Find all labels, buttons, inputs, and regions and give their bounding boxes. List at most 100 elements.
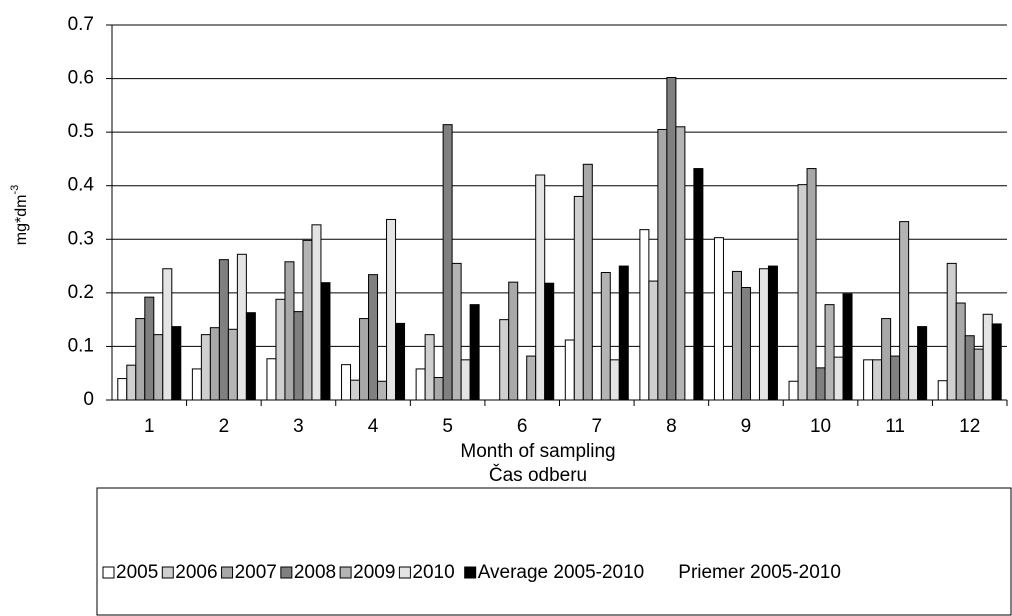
legend-label: 2009 (353, 562, 395, 583)
bar (368, 274, 379, 401)
bar (758, 268, 769, 401)
bar (350, 379, 361, 401)
bar (395, 322, 406, 401)
legend-label: Average 2005-2010 (478, 562, 645, 583)
bar (302, 239, 313, 401)
legend-swatch (464, 566, 477, 579)
bar (171, 326, 182, 401)
bar (236, 253, 247, 401)
bar (266, 358, 277, 401)
bar (600, 272, 611, 401)
bar (824, 304, 835, 401)
bar (973, 348, 984, 401)
y-tick-label: 0.3 (68, 228, 94, 249)
bar (320, 282, 331, 401)
bar (341, 364, 352, 401)
bar (126, 364, 137, 401)
legend-note: Priemer 2005-2010 (678, 562, 841, 583)
bar (955, 302, 966, 401)
bar (713, 237, 724, 401)
x-tick-label: 9 (741, 416, 752, 437)
bar (424, 334, 435, 401)
y-axis-title-sup: -3 (9, 185, 21, 195)
y-tick-label: 0.7 (68, 14, 94, 35)
y-axis-title-main: mg*dm (13, 195, 30, 246)
bar (573, 195, 584, 401)
y-tick-label: 0 (83, 389, 94, 410)
y-tick-label: 0.4 (68, 175, 95, 196)
bar (469, 304, 480, 401)
x-axis-title: Čas odberu (489, 464, 587, 486)
legend-label: 2006 (175, 562, 217, 583)
bar (582, 163, 593, 401)
bar (890, 355, 901, 401)
bar (657, 128, 668, 401)
legend-swatch (398, 566, 411, 579)
x-tick-label: 6 (517, 416, 528, 437)
x-axis-title: Month of sampling (460, 441, 615, 462)
x-tick-label: 10 (810, 416, 831, 437)
bar (731, 270, 742, 401)
bar (991, 323, 1002, 401)
bar (508, 281, 519, 401)
y-tick-label: 0.2 (68, 282, 94, 303)
x-tick-label: 12 (959, 416, 980, 437)
bar (693, 168, 704, 401)
legend-swatch (280, 566, 293, 579)
x-tick-label: 7 (592, 416, 603, 437)
bar (117, 378, 128, 401)
y-tick-label: 0.6 (68, 68, 94, 89)
bar (275, 298, 286, 401)
y-tick-label: 0.1 (68, 335, 94, 356)
bar (937, 380, 948, 401)
bar (618, 265, 629, 401)
bar (144, 296, 155, 401)
bar (666, 77, 677, 401)
bar (788, 380, 799, 401)
x-tick-label: 5 (442, 416, 453, 437)
x-tick-label: 8 (666, 416, 677, 437)
bar (218, 259, 229, 401)
bar (908, 345, 919, 401)
bar (386, 218, 397, 401)
bar (415, 368, 426, 401)
legend-box (96, 487, 1012, 616)
bar (833, 356, 844, 401)
bar (311, 224, 322, 401)
bar (200, 334, 211, 401)
bar (946, 262, 957, 401)
bar (433, 377, 444, 401)
bar (284, 261, 295, 401)
bar (609, 359, 620, 401)
bar (863, 359, 874, 401)
legend-label: 2008 (294, 562, 336, 583)
x-tick-label: 11 (885, 416, 905, 437)
bar (293, 311, 304, 401)
bar (209, 327, 220, 401)
bar (442, 124, 453, 401)
bar (191, 368, 202, 401)
bar (639, 229, 650, 401)
bar (359, 318, 370, 401)
bar (153, 334, 164, 401)
legend-swatch (102, 566, 115, 579)
y-axis-title: mg*dm-3 (9, 185, 30, 245)
bar (227, 328, 238, 401)
legend-label: 2007 (235, 562, 277, 583)
bar (740, 287, 751, 401)
legend-swatch (221, 566, 234, 579)
bar (460, 359, 471, 401)
bar (872, 359, 883, 401)
y-tick-label: 0.5 (68, 121, 94, 142)
bar (135, 318, 146, 401)
legend-label: 2005 (116, 562, 158, 583)
bar (881, 318, 892, 401)
bar (526, 355, 537, 401)
bar (535, 174, 546, 401)
bar (964, 335, 975, 401)
x-tick-label: 1 (144, 416, 155, 437)
bar (499, 319, 510, 401)
bar (245, 312, 256, 401)
legend-label: 2010 (412, 562, 454, 583)
